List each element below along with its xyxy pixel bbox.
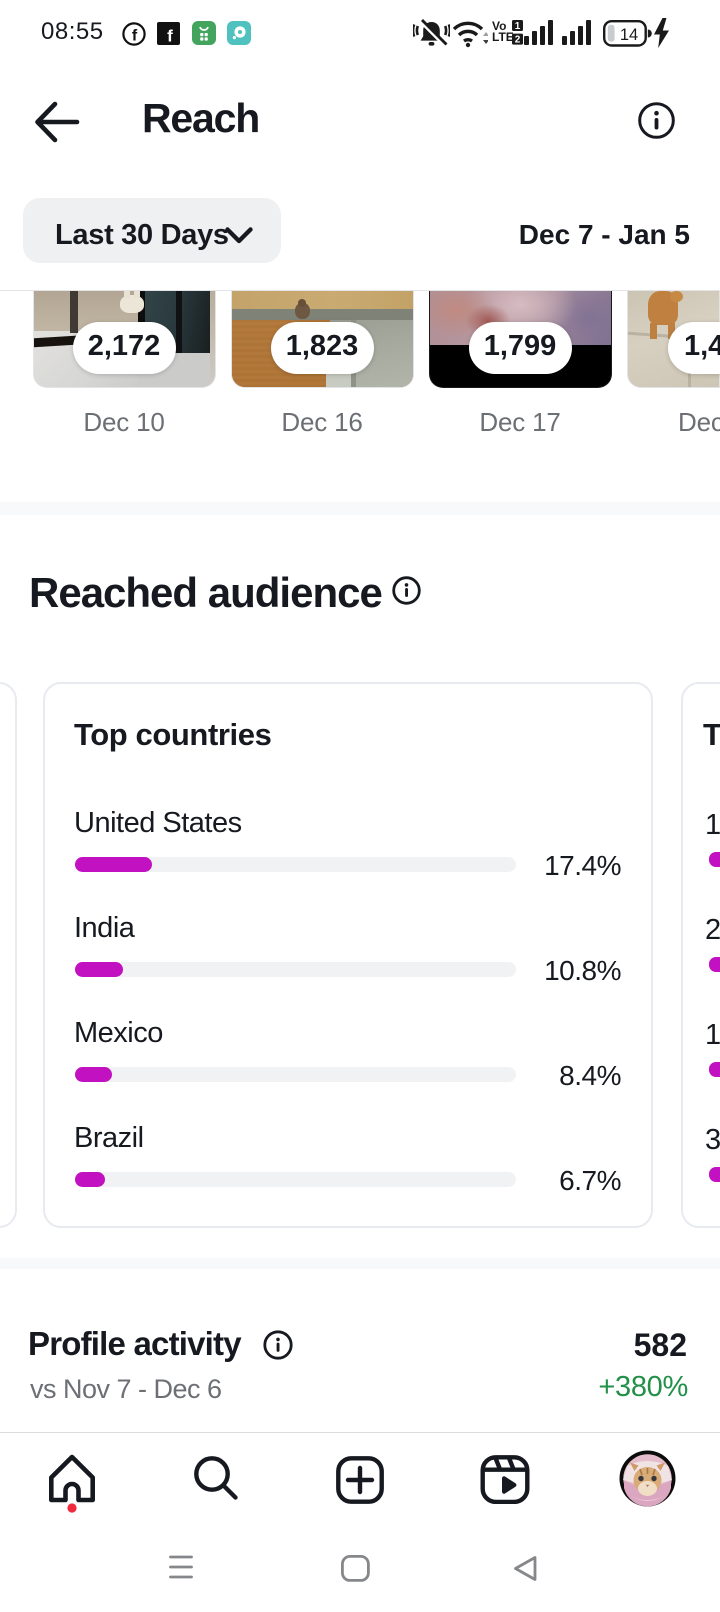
svg-text:2: 2 (515, 35, 521, 46)
svg-text:14: 14 (620, 26, 638, 44)
svg-text:1: 1 (515, 21, 521, 32)
svg-text:f: f (132, 28, 138, 45)
svg-text:f: f (167, 27, 173, 46)
